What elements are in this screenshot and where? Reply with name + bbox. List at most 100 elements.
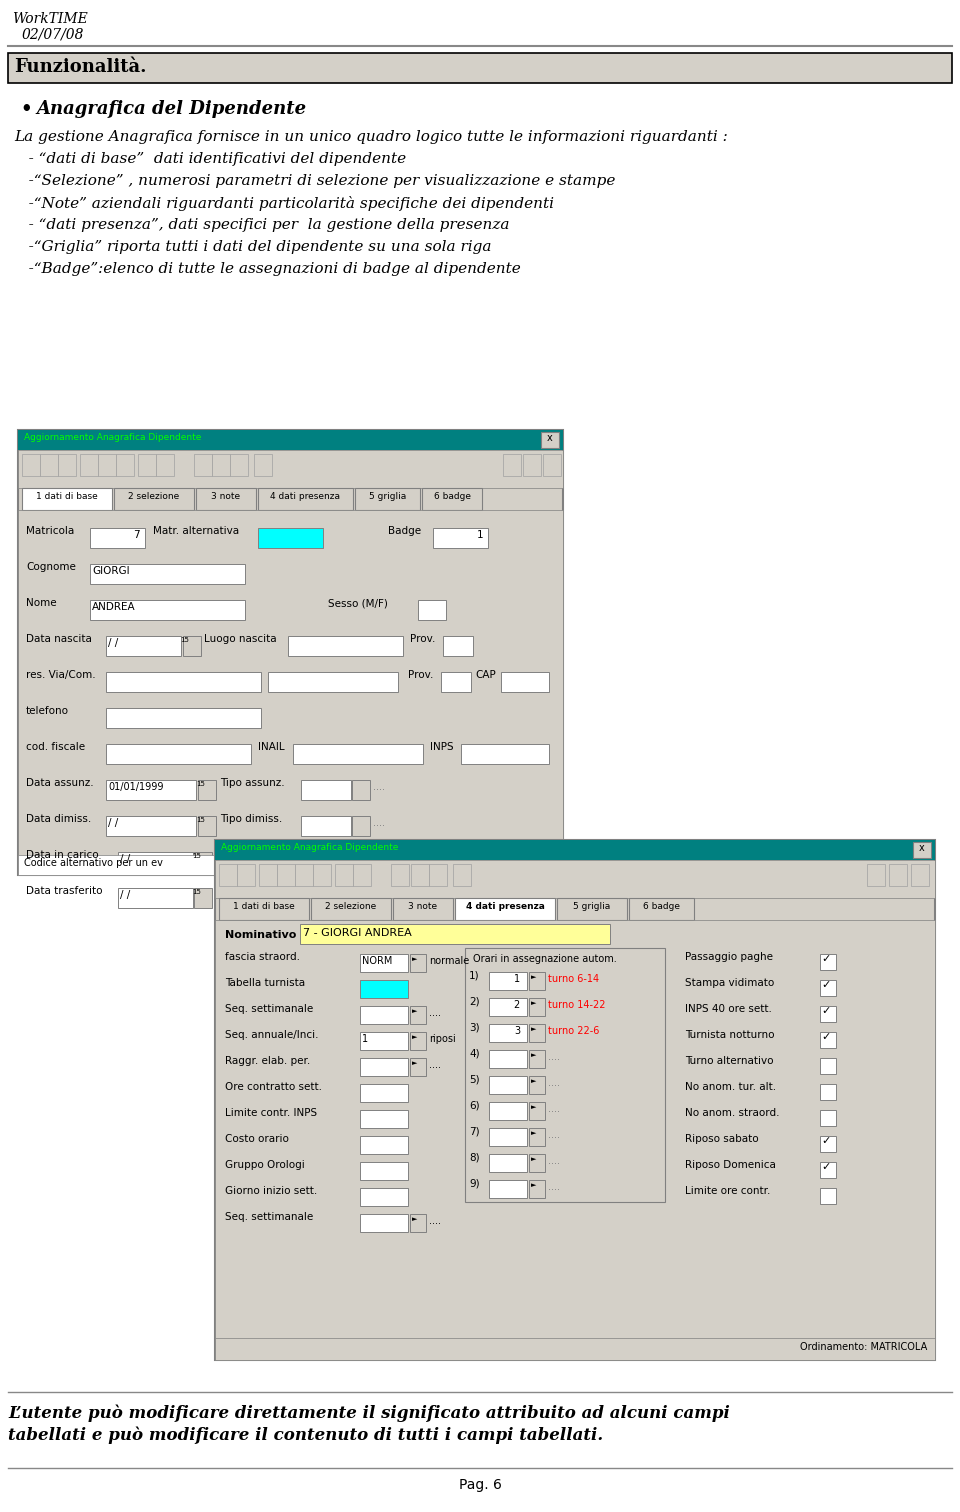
- Bar: [293, 744, 423, 764]
- Bar: [114, 488, 194, 510]
- Text: Seq. settimanale: Seq. settimanale: [225, 1213, 313, 1222]
- Text: -“Griglia” riporta tutti i dati del dipendente su una sola riga: -“Griglia” riporta tutti i dati del dipe…: [14, 240, 492, 254]
- Text: No anom. straord.: No anom. straord.: [685, 1108, 780, 1117]
- Bar: [529, 1077, 545, 1095]
- Text: Sesso (M/F): Sesso (M/F): [328, 599, 388, 608]
- Text: 15: 15: [192, 889, 201, 895]
- Bar: [295, 863, 313, 886]
- Text: ....: ....: [548, 1052, 560, 1061]
- Bar: [106, 816, 196, 836]
- Bar: [455, 898, 555, 919]
- Text: Ordinamento: MATRICOLA: Ordinamento: MATRICOLA: [800, 1343, 927, 1352]
- Bar: [429, 863, 447, 886]
- Text: ....: ....: [548, 1157, 560, 1166]
- Bar: [503, 454, 521, 476]
- Bar: [422, 488, 482, 510]
- Bar: [529, 998, 545, 1016]
- Text: turno 6-14: turno 6-14: [548, 974, 599, 984]
- Bar: [40, 454, 58, 476]
- Text: Aggiornamento Anagrafica Dipendente: Aggiornamento Anagrafica Dipendente: [24, 432, 202, 442]
- Text: INAIL: INAIL: [258, 742, 284, 751]
- Bar: [215, 1338, 935, 1359]
- Bar: [18, 429, 563, 451]
- Text: 1 dati di base: 1 dati di base: [233, 903, 295, 912]
- Text: ✓: ✓: [821, 954, 830, 965]
- Text: 02/07/08: 02/07/08: [22, 29, 84, 42]
- Bar: [360, 1033, 408, 1049]
- Text: INPS 40 ore sett.: INPS 40 ore sett.: [685, 1004, 772, 1015]
- Text: 2 selezione: 2 selezione: [325, 903, 376, 912]
- Text: 2: 2: [514, 999, 520, 1010]
- Text: ►: ►: [412, 1009, 418, 1015]
- Bar: [529, 1128, 545, 1146]
- Bar: [489, 1154, 527, 1172]
- Text: Anagrafica del Dipendente: Anagrafica del Dipendente: [36, 100, 306, 118]
- Text: 1: 1: [362, 1034, 368, 1043]
- Text: ....: ....: [548, 1129, 560, 1140]
- Bar: [529, 1102, 545, 1120]
- Text: Nominativo: Nominativo: [225, 930, 297, 940]
- Text: Raggr. elab. per.: Raggr. elab. per.: [225, 1055, 310, 1066]
- Bar: [258, 528, 323, 547]
- Text: / /: / /: [108, 818, 118, 829]
- Text: Prov.: Prov.: [410, 634, 436, 644]
- Bar: [183, 637, 201, 656]
- Bar: [461, 744, 549, 764]
- Text: ►: ►: [531, 974, 537, 980]
- Text: 3 note: 3 note: [211, 491, 241, 500]
- Text: Orari in assegnazione autom.: Orari in assegnazione autom.: [473, 954, 616, 965]
- Bar: [820, 954, 836, 971]
- Text: CAP: CAP: [475, 670, 495, 680]
- Text: turno 22-6: turno 22-6: [548, 1027, 599, 1036]
- Text: Limite contr. INPS: Limite contr. INPS: [225, 1108, 317, 1117]
- Bar: [352, 780, 370, 800]
- Bar: [820, 1110, 836, 1126]
- Text: 4 dati presenza: 4 dati presenza: [271, 491, 341, 500]
- Text: Badge: Badge: [388, 526, 421, 535]
- Text: GIORGI: GIORGI: [92, 565, 130, 576]
- Text: 3 note: 3 note: [408, 903, 438, 912]
- Text: ►: ►: [531, 1104, 537, 1110]
- Text: tabellati e può modificare il contenuto di tutti i campi tabellati.: tabellati e può modificare il contenuto …: [8, 1427, 603, 1444]
- Bar: [360, 1214, 408, 1232]
- Bar: [18, 510, 563, 872]
- Text: riposi: riposi: [429, 1034, 456, 1043]
- Text: 7 - GIORGI ANDREA: 7 - GIORGI ANDREA: [303, 928, 412, 937]
- Text: x: x: [919, 844, 924, 853]
- Text: Matr. alternativa: Matr. alternativa: [153, 526, 239, 535]
- Bar: [629, 898, 694, 919]
- Text: Data nascita: Data nascita: [26, 634, 92, 644]
- Bar: [18, 429, 563, 875]
- Bar: [196, 488, 256, 510]
- Bar: [410, 1058, 426, 1077]
- Bar: [913, 842, 931, 857]
- Bar: [22, 488, 112, 510]
- Bar: [393, 898, 453, 919]
- Text: ✓: ✓: [821, 1163, 830, 1172]
- Text: ....: ....: [373, 782, 385, 792]
- Bar: [106, 744, 251, 764]
- Bar: [300, 924, 610, 943]
- Text: ....: ....: [548, 1078, 560, 1089]
- Text: ✓: ✓: [821, 1005, 830, 1016]
- Text: Data dimiss.: Data dimiss.: [26, 813, 91, 824]
- Bar: [543, 454, 561, 476]
- Text: Gruppo Orologi: Gruppo Orologi: [225, 1160, 304, 1170]
- Text: Data trasferito: Data trasferito: [26, 886, 103, 897]
- Bar: [194, 888, 212, 909]
- Text: Pag. 6: Pag. 6: [459, 1479, 501, 1492]
- Bar: [523, 454, 541, 476]
- Bar: [106, 637, 181, 656]
- Bar: [212, 454, 230, 476]
- Bar: [18, 451, 563, 488]
- Bar: [194, 454, 212, 476]
- Text: Stampa vidimato: Stampa vidimato: [685, 978, 775, 987]
- Text: 9): 9): [469, 1178, 480, 1188]
- Text: / /: / /: [108, 638, 118, 649]
- Text: ►: ►: [531, 1052, 537, 1058]
- Bar: [529, 1049, 545, 1067]
- Text: ►: ►: [412, 1060, 418, 1066]
- Bar: [557, 898, 627, 919]
- Text: res. Via/Com.: res. Via/Com.: [26, 670, 96, 680]
- Bar: [489, 972, 527, 990]
